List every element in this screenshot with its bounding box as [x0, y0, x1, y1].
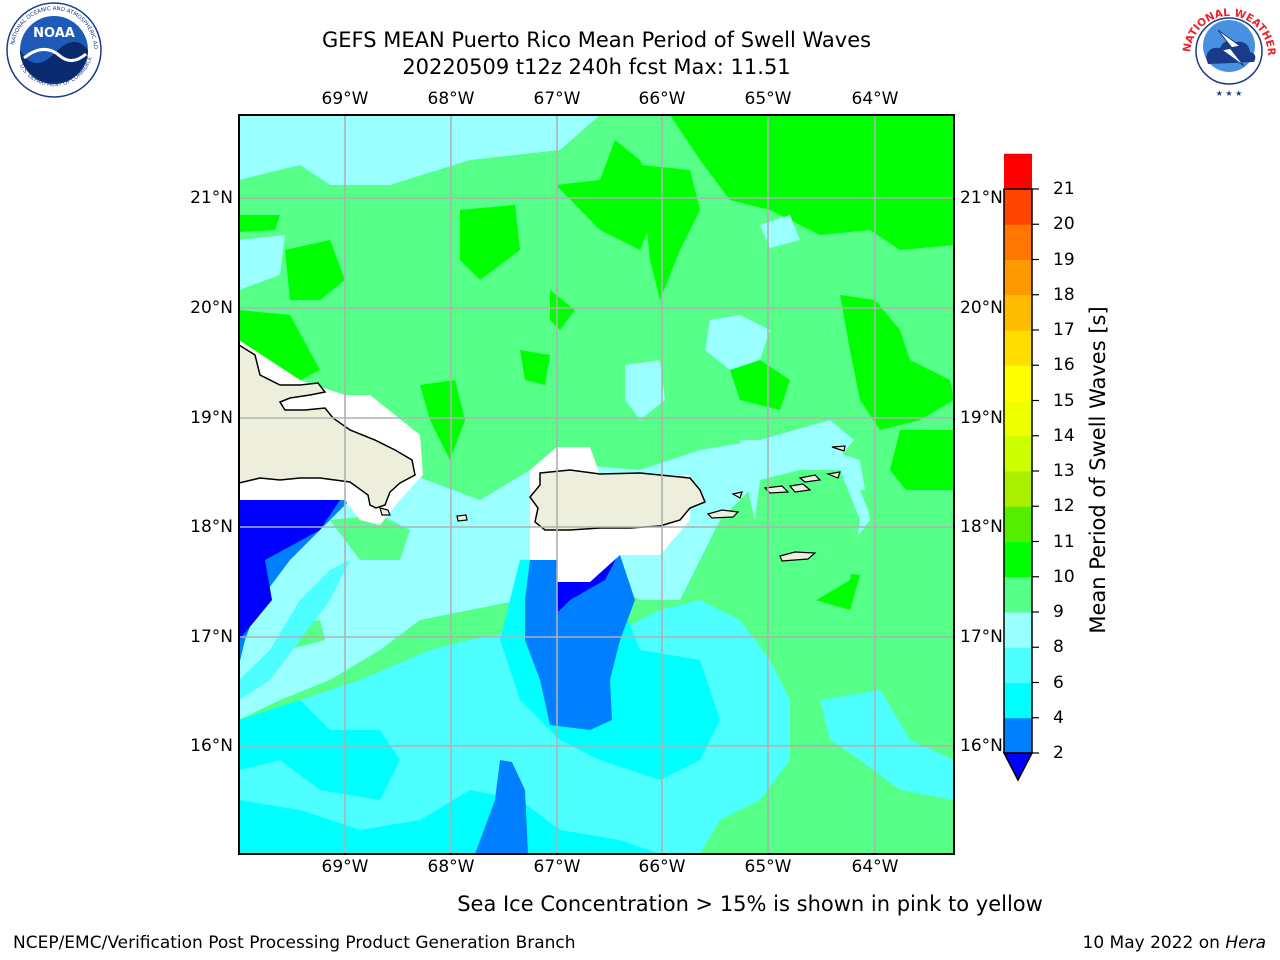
colorbar-tick-label: 14 [1053, 425, 1075, 446]
y-tick-left-19n: 19°N [190, 408, 233, 428]
map-gridlines [239, 115, 954, 854]
colorbar-band [1004, 717, 1032, 754]
colorbar-band [1004, 612, 1032, 648]
colorbar-band [1004, 294, 1032, 331]
colorbar-band [1004, 224, 1032, 260]
y-tick-left-16n: 16°N [190, 736, 233, 756]
colorbar-band [1004, 576, 1032, 613]
st-john-island [788, 483, 812, 493]
nws-logo: NATIONAL WEATHER SERVICE ★ ★ ★ [1178, 0, 1278, 100]
svg-text:★ ★ ★: ★ ★ ★ [1216, 89, 1243, 98]
colorbar-tick-label: 17 [1053, 320, 1075, 340]
run-date: 10 May 2022 on [1082, 933, 1220, 953]
x-tick-top-69w: 69°W [321, 89, 369, 109]
colorbar-band [1004, 471, 1032, 507]
colorbar-tick-label: 4 [1053, 707, 1064, 728]
colorbar-tick-label: 16 [1053, 355, 1075, 376]
y-tick-left-18n: 18°N [190, 517, 233, 537]
colorbar-tick-label: 6 [1053, 672, 1064, 693]
colorbar-tick-label: 12 [1053, 496, 1075, 517]
noaa-logo: NOAA NATIONAL OCEANIC AND ATMOSPHERIC AD… [4, 2, 102, 98]
colorbar-tick-label: 20 [1053, 214, 1075, 235]
colorbar-label: Mean Period of Swell Waves [s] [1086, 306, 1110, 634]
mona-island [456, 514, 468, 522]
swell-period-contours [239, 115, 954, 854]
colorbar-band [1004, 506, 1032, 542]
contour-2-4s-south-pr [525, 555, 635, 730]
y-tick-left-17n: 17°N [190, 627, 233, 647]
producer-credit: NCEP/EMC/Verification Post Processing Pr… [13, 933, 576, 953]
colorbar-extend-low [1002, 752, 1034, 782]
colorbar-band [1004, 330, 1032, 366]
colorbar-band [1004, 153, 1032, 190]
sea-ice-footnote: Sea Ice Concentration > 15% is shown in … [457, 892, 1043, 916]
y-tick-right-19n: 19°N [960, 408, 1003, 428]
colorbar [1002, 153, 1039, 782]
chart-subtitle: 20220509 t12z 240h fcst Max: 11.51 [402, 55, 791, 79]
x-tick-top-68w: 68°W [427, 89, 475, 109]
run-host: Hera [1225, 933, 1266, 953]
x-tick-bottom-67w: 67°W [533, 857, 581, 877]
y-tick-left-20n: 20°N [190, 298, 233, 318]
contour-8-9s-north [239, 115, 600, 185]
colorbar-band [1004, 435, 1032, 472]
x-tick-top-66w: 66°W [638, 89, 686, 109]
colorbar-tick-label: 9 [1053, 602, 1064, 622]
anegada-island [831, 445, 846, 452]
colorbar-band [1004, 365, 1032, 401]
x-tick-bottom-68w: 68°W [427, 857, 475, 877]
colorbar-tick-label: 11 [1053, 531, 1075, 552]
y-tick-right-21n: 21°N [960, 188, 1003, 208]
y-tick-right-17n: 17°N [960, 627, 1003, 647]
x-tick-bottom-65w: 65°W [744, 857, 792, 877]
colorbar-band [1004, 189, 1032, 225]
y-tick-right-20n: 20°N [960, 298, 1003, 318]
map-frame [238, 114, 955, 855]
colorbar-tick-label: 10 [1053, 566, 1075, 587]
x-tick-top-64w: 64°W [851, 89, 899, 109]
colorbar-tick-label: 2 [1053, 743, 1064, 763]
colorbar-tick-label: 18 [1053, 284, 1075, 305]
culebra-island [731, 491, 743, 499]
colorbar-tick-label: 13 [1053, 461, 1075, 481]
noaa-logo-text: NOAA [33, 26, 75, 41]
x-tick-bottom-66w: 66°W [638, 857, 686, 877]
y-tick-left-21n: 21°N [190, 188, 233, 208]
colorbar-band [1004, 682, 1032, 719]
run-date-credit: 10 May 2022 on Hera [1083, 933, 1267, 953]
colorbar-band [1004, 541, 1032, 578]
chart-title: GEFS MEAN Puerto Rico Mean Period of Swe… [321, 28, 872, 52]
colorbar-band [1004, 400, 1032, 437]
x-tick-bottom-64w: 64°W [851, 857, 899, 877]
colorbar-band [1004, 259, 1032, 296]
colorbar-band [1004, 647, 1032, 683]
contour-10-11s-northeast [670, 115, 954, 250]
contour-below-2s-west [239, 500, 340, 640]
vieques-island [706, 509, 740, 519]
tortola-island [798, 474, 822, 483]
st-croix-island [779, 551, 817, 562]
x-tick-top-67w: 67°W [533, 89, 581, 109]
colorbar-tick-label: 19 [1053, 249, 1075, 270]
y-tick-right-18n: 18°N [960, 517, 1003, 537]
colorbar-tick-label: 15 [1053, 390, 1075, 411]
y-tick-right-16n: 16°N [960, 736, 1003, 756]
x-tick-top-65w: 65°W [744, 89, 792, 109]
x-tick-bottom-69w: 69°W [321, 857, 369, 877]
colorbar-tick-label: 8 [1053, 637, 1064, 658]
hispaniola-land [239, 344, 416, 509]
colorbar-tick-label: 21 [1053, 179, 1075, 199]
